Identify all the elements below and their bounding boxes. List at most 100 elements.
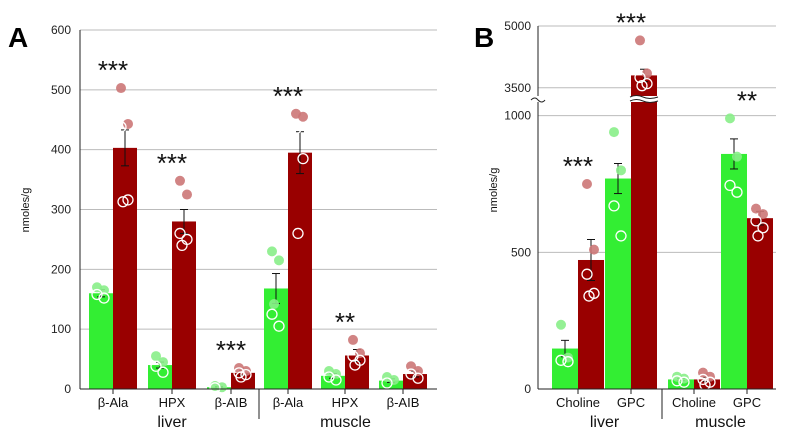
panel-a-label: A [8, 22, 28, 53]
panel-b-group-label-muscle: muscle [695, 414, 746, 431]
panel-b-liver-gpc-green-bar [605, 178, 631, 389]
panel-a-liver-ala-red-open-point [115, 121, 127, 133]
panel-a-y-tick-label: 400 [51, 143, 71, 157]
panel-a-liver-ala-red-open-point [122, 194, 134, 206]
panel-a-liver-ala-red-bar [113, 147, 137, 389]
panel-a-muscle-ala-green-open-point [266, 308, 278, 320]
panel-b-liver-gpc-significance: *** [616, 7, 646, 37]
panel-a-muscle-hpx-green-bar [321, 375, 345, 389]
panel-b-label: B [474, 22, 494, 53]
panel-a-muscle-hpx-green-open-point [330, 374, 342, 386]
panel-a-muscle-ala-green-filled-point [274, 255, 284, 266]
panel-a-muscle-ala-green-filled-point [269, 299, 279, 310]
panel-a-muscle-aib-red-filled-point [406, 361, 416, 372]
panel-b-liver-choline-green-filled-point [556, 319, 566, 330]
panel-b-liver-choline-category-label: Choline [556, 395, 600, 410]
panel-a-muscle-ala-green-open-point [273, 320, 285, 332]
panel-a-muscle-hpx-red-open-point [349, 359, 361, 371]
panel-a-muscle-ala-red-filled-point [298, 111, 308, 122]
panel-b-liver-gpc-red-bar [631, 75, 657, 389]
panel-b-muscle-gpc-red-filled-point [758, 209, 768, 220]
panel-b-liver-gpc-green-filled-point [616, 165, 626, 176]
panel-b-muscle-gpc-red-open-point [750, 215, 762, 227]
panel-a-liver-hpx-significance: *** [157, 148, 187, 178]
panel-b-liver-choline-green-open-point [562, 356, 574, 368]
panel-b-y-tick-label: 3500 [504, 81, 531, 95]
panel-b-liver-gpc-green-open-point [608, 200, 620, 212]
panel-a-muscle-ala-green-filled-point [267, 246, 277, 257]
panel-a-y-tick-label: 0 [64, 382, 71, 396]
panel-b-liver-choline-red-filled-point [582, 179, 592, 189]
panel-b-liver-gpc-red-open-point [634, 71, 646, 84]
panel-a-liver-hpx-red-filled-point [175, 175, 185, 186]
panel-a-liver-aib-red-open-point [235, 371, 247, 383]
panel-b-muscle-gpc-green-open-point [731, 186, 743, 198]
panel-a-liver-ala-green-bar [89, 293, 113, 389]
panel-a-group-label-liver: liver [157, 414, 187, 431]
panel-a-liver-ala-category-label: β-Ala [98, 395, 129, 410]
panel-a-muscle-aib-category-label: β-AIB [387, 395, 420, 410]
panel-b-y-axis-label: nmoles/g [488, 168, 500, 213]
panel-a-liver-hpx-green-filled-point [151, 351, 161, 362]
panel-b-liver-choline-red-open-point [583, 290, 595, 302]
panel-b-muscle-choline-category-label: Choline [672, 395, 716, 410]
panel-b-muscle-choline-red-open-point [699, 379, 711, 391]
panel-a-y-tick-label: 600 [51, 23, 71, 37]
panel-b-muscle-choline-red-bar [694, 379, 720, 389]
panel-a-liver-aib-category-label: β-AIB [215, 395, 248, 410]
panel-a-liver-hpx-red-open-point [174, 227, 186, 240]
panel-b-muscle-gpc-green-bar [721, 153, 747, 389]
panel-a-muscle-ala-significance: *** [273, 81, 303, 111]
panel-a: A 0 100 200 300 400 500 600 nmoles/g β-Ala *** HPX… [8, 22, 437, 431]
panel-a-liver-ala-green-open-point [98, 292, 110, 304]
panel-b-liver-choline-red-open-point [581, 268, 593, 280]
panel-b-liver-gpc-green-filled-point [609, 127, 619, 138]
panel-a-liver-hpx-red-filled-point [182, 189, 192, 200]
panel-b-y-tick-label: 0 [524, 382, 531, 396]
panel-b-liver-gpc-red-open-point [641, 77, 653, 90]
panel-a-liver-ala-green-open-point [91, 288, 103, 301]
panel-a-muscle-ala-red-bar [288, 152, 312, 389]
panel-a-muscle-hpx-green-open-point [323, 371, 335, 383]
panel-a-muscle-ala-red-open-point [297, 152, 309, 165]
panel-b-y-tick-label: 1000 [504, 109, 531, 123]
panel-a-liver-hpx-green-open-point [157, 366, 169, 378]
panel-a-y-tick-label: 200 [51, 262, 71, 276]
panel-b-liver-choline-red-bar [578, 259, 604, 389]
panel-a-liver-ala-red-open-point [117, 196, 129, 208]
panel-b-liver-gpc-red-bar-break-mark-bottom [629, 99, 659, 103]
panel-b-muscle-gpc-red-filled-point [751, 203, 761, 214]
panel-b-muscle-gpc-category-label: GPC [733, 395, 761, 410]
panel-b-muscle-gpc-red-bar [747, 218, 773, 389]
panel-b-y-tick-label: 5000 [504, 19, 531, 33]
panel-a-liver-ala-significance: *** [98, 55, 128, 85]
panel-b-liver-gpc-red-bar-break-gap [630, 96, 658, 102]
panel-b-muscle-choline-green-open-point [678, 376, 690, 388]
panel-a-muscle-ala-red-open-point [292, 227, 304, 240]
panel-a-liver-hpx-category-label: HPX [159, 395, 186, 410]
panel-b-axis-break-mark [530, 97, 546, 103]
panel-b-liver-gpc-category-label: GPC [617, 395, 645, 410]
panel-b-muscle-gpc-green-open-point [724, 179, 736, 192]
panel-b-muscle-choline-green-open-point [671, 375, 683, 387]
panel-a-y-axis-label: nmoles/g [20, 188, 32, 233]
panel-a-y-tick-label: 100 [51, 322, 71, 336]
panel-b-muscle-gpc-red-open-point [757, 222, 769, 234]
panel-b-liver-gpc-red-bar-break-mark-top [629, 95, 659, 99]
panel-a-group-label-muscle: muscle [320, 414, 371, 431]
panel-a-y-tick-label: 500 [51, 83, 71, 97]
panel-b-liver-choline-red-filled-point [589, 244, 599, 255]
panel-a-liver-hpx-red-bar [172, 221, 196, 389]
panel-b-liver-gpc-red-open-point [636, 80, 648, 92]
panel-b-muscle-gpc-significance: ** [737, 85, 757, 115]
panel-a-muscle-aib-red-open-point [412, 372, 424, 384]
panel-b-liver-gpc-red-filled-point [635, 35, 645, 46]
panel-a-y-tick-label: 300 [51, 203, 71, 217]
panel-b-liver-choline-significance: *** [563, 151, 593, 181]
panel-b-muscle-gpc-red-open-point [752, 230, 764, 242]
panel-b-muscle-choline-red-open-point [697, 373, 709, 386]
panel-a-muscle-ala-category-label: β-Ala [273, 395, 304, 410]
panel-b-muscle-gpc-green-filled-point [725, 113, 735, 124]
panel-a-muscle-aib-green-open-point [381, 377, 393, 389]
